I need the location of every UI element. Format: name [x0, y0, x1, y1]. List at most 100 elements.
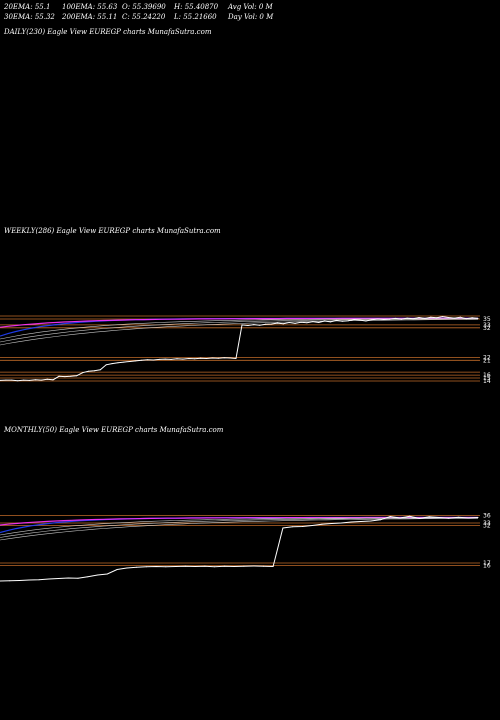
weekly-price-point — [52, 379, 54, 381]
monthly-price-point — [48, 578, 50, 580]
monthly-price-point — [340, 522, 342, 524]
weekly-tick-label: 21 — [483, 357, 491, 364]
weekly-price-point — [324, 320, 326, 322]
monthly-price-point — [379, 519, 381, 521]
weekly-price-point — [70, 375, 72, 377]
weekly-price-point — [430, 316, 432, 318]
monthly-price-point — [292, 526, 294, 528]
weekly-price-point — [318, 322, 320, 323]
weekly-price-point — [471, 317, 473, 319]
weekly-price-point — [23, 379, 25, 381]
weekly-price-point — [188, 358, 190, 359]
weekly-price-point — [34, 379, 36, 381]
monthly-price-point — [409, 515, 411, 517]
weekly-price-point — [300, 321, 302, 323]
monthly-price-point — [97, 574, 99, 576]
weekly-price-line — [0, 316, 479, 382]
weekly-price-point — [335, 319, 337, 321]
monthly-price-point — [194, 566, 196, 567]
monthly-price-point — [360, 521, 362, 522]
monthly-price-point — [262, 565, 264, 567]
weekly-price-point — [288, 322, 290, 323]
weekly-price-point — [459, 316, 461, 318]
monthly-price-point — [477, 517, 479, 518]
weekly-price-point — [200, 357, 202, 359]
weekly-price-point — [330, 321, 331, 323]
weekly-price-point — [11, 379, 13, 381]
monthly-price-point — [106, 573, 108, 575]
monthly-price-point — [438, 517, 440, 518]
open-label: O: 55.39690 — [122, 3, 166, 11]
weekly-price-point — [276, 322, 278, 324]
weekly-price-point — [223, 357, 225, 359]
weekly-ema-line-0 — [0, 317, 478, 337]
weekly-price-point — [477, 317, 479, 319]
weekly-price-point — [229, 357, 231, 359]
monthly-price-point — [165, 566, 167, 568]
monthly-price-point — [419, 518, 420, 519]
monthly-price-point — [233, 566, 235, 567]
weekly-price-point — [206, 358, 207, 359]
monthly-price-line — [0, 515, 479, 582]
monthly-tick-label: 32 — [483, 523, 491, 530]
weekly-price-point — [141, 359, 143, 361]
weekly-price-point — [412, 318, 414, 320]
weekly-price-point — [406, 317, 408, 319]
weekly-price-point — [265, 323, 267, 325]
weekly-price-point — [76, 375, 78, 377]
weekly-price-point — [259, 324, 261, 326]
weekly-price-point — [176, 358, 178, 360]
weekly-price-point — [99, 369, 101, 371]
monthly-price-point — [399, 517, 401, 519]
weekly-price-point — [147, 359, 148, 361]
day-vol-label: Day Vol: 0 M — [228, 13, 274, 21]
weekly-ema-line-4 — [0, 319, 479, 346]
weekly-price-point — [235, 358, 237, 359]
monthly-price-point — [467, 517, 469, 519]
weekly-price-point — [111, 363, 113, 365]
weekly-price-point — [5, 379, 7, 381]
monthly-price-point — [28, 579, 30, 581]
weekly-price-point — [123, 361, 125, 363]
weekly-tick-label: 22 — [483, 354, 491, 361]
monthly-price-point — [331, 523, 333, 524]
monthly-price-point — [77, 577, 79, 579]
weekly-price-point — [46, 378, 48, 380]
high-label: H: 55.40870 — [174, 3, 219, 11]
monthly-price-point — [204, 565, 206, 567]
weekly-price-point — [465, 318, 467, 320]
monthly-price-point — [155, 566, 157, 567]
weekly-price-point — [105, 364, 107, 366]
weekly-price-point — [117, 362, 119, 364]
monthly-price-point — [350, 521, 352, 523]
weekly-price-point — [365, 320, 367, 322]
ema200-label: 200EMA: 55.11 — [62, 13, 118, 21]
weekly-price-point — [353, 319, 355, 320]
monthly-price-point — [126, 567, 128, 569]
weekly-price-point — [40, 379, 42, 381]
monthly-panel-title: MONTHLY(50) Eagle View EUREGP charts Mun… — [4, 426, 224, 434]
weekly-price-point — [453, 317, 455, 319]
weekly-price-point — [424, 317, 426, 319]
weekly-price-point — [58, 375, 60, 377]
monthly-price-point — [272, 566, 274, 567]
monthly-price-point — [19, 580, 20, 581]
weekly-tick-label: 14 — [483, 378, 491, 385]
monthly-price-point — [428, 516, 430, 518]
weekly-price-point — [383, 319, 385, 320]
weekly-price-point — [247, 325, 249, 326]
weekly-price-point — [194, 358, 196, 360]
weekly-price-point — [241, 324, 243, 326]
weekly-tick-label: 16 — [483, 372, 491, 379]
weekly-price-point — [389, 318, 390, 320]
weekly-price-point — [418, 317, 420, 318]
monthly-price-point — [38, 579, 40, 581]
weekly-price-point — [371, 319, 373, 321]
weekly-price-point — [164, 358, 166, 360]
weekly-tick-label: 32 — [483, 325, 491, 332]
monthly-tick-label: 16 — [483, 563, 491, 570]
weekly-price-point — [400, 318, 402, 320]
monthly-price-point — [116, 569, 118, 570]
monthly-price-point — [67, 577, 69, 579]
